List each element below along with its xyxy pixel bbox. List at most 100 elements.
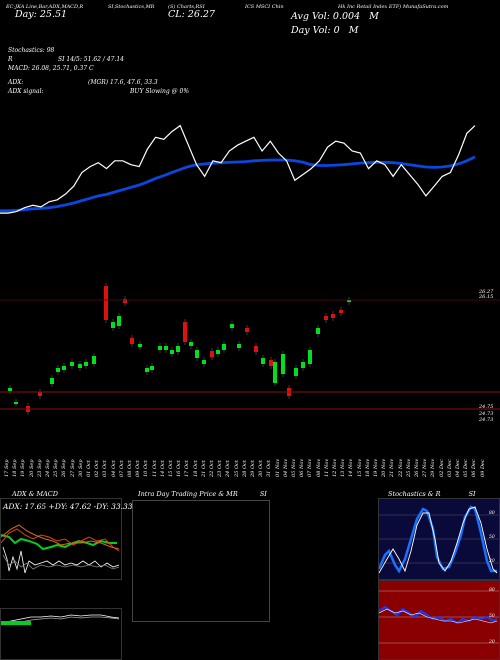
price-label-lower-3: 24.73 bbox=[479, 417, 494, 423]
date-label: 04 Nov bbox=[282, 458, 289, 477]
candle bbox=[70, 362, 74, 366]
candle bbox=[254, 346, 258, 352]
candle bbox=[104, 286, 108, 320]
candle bbox=[50, 378, 54, 384]
date-label: 10 Oct bbox=[143, 460, 150, 477]
candle bbox=[123, 299, 127, 303]
candle bbox=[92, 356, 96, 364]
candle bbox=[130, 338, 134, 344]
candle bbox=[195, 350, 199, 358]
macd-panel bbox=[0, 608, 122, 660]
candle bbox=[62, 366, 66, 370]
intra-panel-title-text: Intra Day Trading Price & MR bbox=[138, 490, 238, 498]
date-label: 09 Oct bbox=[135, 460, 142, 477]
date-label: 01 Oct bbox=[86, 460, 92, 477]
stoch-level-80-label: 80 bbox=[489, 511, 495, 516]
stoch-panel-title-text: Stochastics & R bbox=[388, 490, 441, 498]
day-volume-unit: M bbox=[348, 25, 359, 36]
date-label: 23 Oct bbox=[217, 460, 224, 477]
rsi-level-50-label: 50 bbox=[489, 614, 495, 619]
candle bbox=[8, 388, 12, 391]
candle bbox=[202, 360, 206, 364]
date-label: 18 Nov bbox=[364, 458, 371, 477]
candle bbox=[294, 368, 298, 376]
date-label: 05 Dec bbox=[463, 459, 470, 477]
adx-lines bbox=[1, 524, 120, 574]
stoch-level-50-label: 50 bbox=[489, 535, 495, 540]
rsi-panel bbox=[378, 580, 500, 660]
candle bbox=[78, 364, 82, 368]
stochastics-readout: Stochastics: 98 bbox=[8, 47, 55, 54]
candle bbox=[138, 344, 142, 347]
candlesticks bbox=[8, 283, 351, 415]
date-label: 14 Oct bbox=[159, 460, 166, 477]
stoch-panel-title: Stochastics & R SI bbox=[388, 490, 476, 498]
date-label: 20 Sep bbox=[28, 459, 35, 477]
candle bbox=[308, 350, 312, 364]
rsi-white-line bbox=[379, 608, 498, 624]
adx-line bbox=[1, 524, 120, 550]
date-label: 22 Nov bbox=[397, 458, 404, 477]
date-label: 19 Nov bbox=[373, 458, 379, 477]
date-label: 31 Oct bbox=[266, 460, 273, 477]
intraday-panel bbox=[132, 500, 270, 622]
header-title-1: EC-JKA Line,Bar,ADX,MACD,R bbox=[6, 4, 84, 10]
date-label: 12 Nov bbox=[332, 458, 338, 477]
candle bbox=[316, 328, 320, 334]
candle bbox=[84, 362, 88, 366]
intra-panel-title-si: SI bbox=[259, 490, 267, 498]
macd-signal-line bbox=[1, 614, 120, 624]
adx-plus-di-line bbox=[1, 534, 117, 551]
candle bbox=[222, 344, 226, 350]
candle bbox=[237, 344, 241, 348]
date-label: 01 Nov bbox=[274, 458, 281, 477]
date-label: 05 Nov bbox=[291, 458, 297, 477]
adx-values: ADX: 17.65 +DY: 47.62 -DY: 33.33 bbox=[3, 502, 133, 511]
date-label: 21 Oct bbox=[200, 460, 207, 477]
date-label: 30 Sep bbox=[77, 459, 84, 477]
date-label: 20 Nov bbox=[381, 458, 388, 477]
price-label-lower-1: 24.75 bbox=[479, 404, 494, 410]
date-label: 29 Nov bbox=[430, 458, 437, 477]
date-label: 27 Nov bbox=[422, 458, 429, 477]
candle bbox=[150, 366, 154, 370]
date-label: 04 Dec bbox=[455, 459, 461, 477]
date-label: 17 Sep bbox=[4, 459, 10, 477]
buy-signal-readout: BUY Slowing @ 0% bbox=[130, 88, 190, 95]
rsi-lines bbox=[379, 590, 499, 644]
date-label: 27 Sep bbox=[69, 459, 76, 477]
candle bbox=[339, 310, 343, 313]
date-label: 15 Nov bbox=[356, 458, 363, 477]
adx-signal-label: ADX signal: bbox=[8, 88, 44, 95]
date-label: 06 Nov bbox=[299, 458, 306, 477]
date-label: 17 Oct bbox=[184, 460, 191, 477]
date-axis: 17 Sep 19 Sep 23 Sep 25 Sep 27 Sep 01 Oct 03 O… bbox=[0, 435, 500, 485]
header-title-4: ICS MSCI Chin bbox=[245, 4, 284, 10]
price-line bbox=[0, 124, 476, 214]
stochastics-panel bbox=[378, 498, 500, 580]
date-label: 04 Oct bbox=[110, 460, 117, 477]
date-label: 15 Oct bbox=[168, 460, 174, 477]
candle bbox=[56, 368, 60, 372]
date-label: 26 Sep bbox=[61, 459, 68, 477]
date-label: 14 Nov bbox=[348, 458, 355, 477]
date-label: 11 Nov bbox=[323, 458, 330, 477]
macd-readout: MACD: 26.08, 25.71, 0.37 C bbox=[8, 65, 94, 72]
support-resistance-levels bbox=[0, 299, 500, 410]
candle bbox=[324, 316, 328, 320]
adx-panel-title: ADX & MACD bbox=[12, 490, 58, 498]
date-label: 13 Nov bbox=[340, 458, 347, 477]
intra-panel-title: Intra Day Trading Price & MR SI bbox=[138, 490, 267, 498]
date-label: 02 Oct bbox=[94, 460, 101, 477]
adx-label: ADX: bbox=[8, 79, 24, 86]
date-label: 29 Oct bbox=[250, 460, 256, 477]
date-label: 25 Nov bbox=[405, 458, 412, 477]
avg-volume-value: Avg Vol: 0.004 bbox=[291, 11, 361, 22]
candle bbox=[347, 300, 351, 302]
date-label: 08 Nov bbox=[315, 458, 322, 477]
stoch-level-20-label: 20 bbox=[489, 559, 495, 564]
candle bbox=[14, 402, 18, 404]
moving-average-line bbox=[0, 155, 476, 213]
rsi-readout: SI 14/5: 51.62 / 47.14 bbox=[58, 56, 124, 63]
adx-minus-di-line bbox=[1, 528, 120, 552]
